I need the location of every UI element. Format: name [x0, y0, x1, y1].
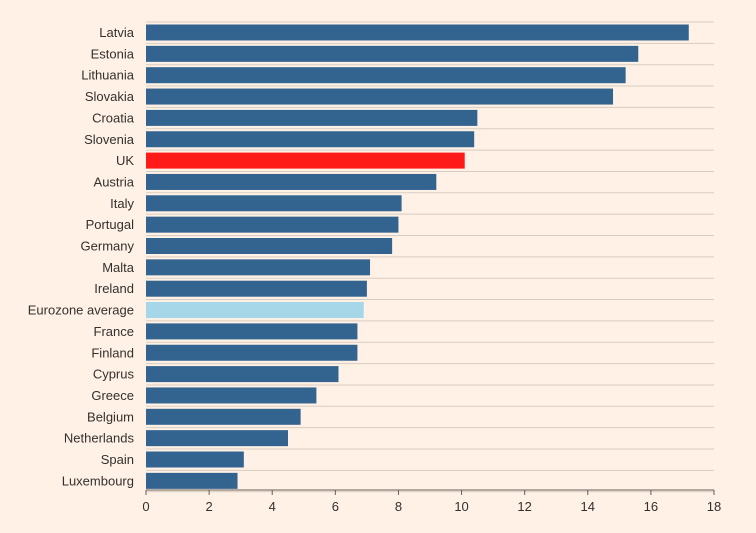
category-label: Spain — [101, 452, 134, 467]
gridlines — [146, 21, 714, 493]
bar — [146, 472, 238, 489]
category-label: Belgium — [87, 409, 134, 424]
category-label: Estonia — [91, 46, 135, 61]
category-label: Latvia — [99, 25, 134, 40]
bar — [146, 67, 626, 84]
category-label: Lithuania — [81, 68, 135, 83]
x-tick-label: 12 — [517, 499, 531, 514]
category-label: Slovenia — [84, 132, 135, 147]
category-label: Austria — [94, 174, 135, 189]
x-axis: 0 2 4 6 8 10 12 14 16 18 — [142, 489, 721, 514]
bar — [146, 195, 402, 212]
category-label: Portugal — [86, 217, 135, 232]
category-label: Eurozone average — [28, 303, 134, 318]
bar — [146, 88, 614, 105]
bar — [146, 152, 465, 169]
bar — [146, 430, 288, 447]
category-label: Slovakia — [85, 89, 135, 104]
category-label: Cyprus — [93, 367, 135, 382]
category-label: Ireland — [94, 281, 134, 296]
bar — [146, 109, 478, 126]
bar — [146, 408, 301, 425]
bar — [146, 216, 399, 233]
bar — [146, 259, 371, 276]
bar — [146, 24, 689, 41]
bar — [146, 366, 339, 383]
bar — [146, 451, 244, 468]
bar — [146, 173, 437, 190]
bar — [146, 131, 475, 148]
category-label: France — [94, 324, 134, 339]
category-label: Italy — [110, 196, 134, 211]
bar — [146, 238, 393, 254]
bar — [146, 323, 358, 340]
category-label: Netherlands — [64, 431, 135, 446]
x-tick-label: 6 — [332, 499, 339, 514]
bar — [146, 302, 364, 319]
x-tick-label: 10 — [454, 499, 468, 514]
category-label: UK — [116, 153, 134, 168]
category-label: Croatia — [92, 110, 135, 125]
x-tick-label: 8 — [395, 499, 402, 514]
bar — [146, 387, 317, 404]
x-tick-label: 2 — [205, 499, 212, 514]
category-label: Finland — [91, 345, 134, 360]
bar — [146, 280, 367, 297]
category-label: Luxembourg — [62, 473, 134, 488]
bar — [146, 344, 358, 361]
x-tick-label: 14 — [581, 499, 595, 514]
x-tick-label: 18 — [707, 499, 721, 514]
category-label: Greece — [91, 388, 134, 403]
category-label: Germany — [81, 239, 135, 254]
category-label: Malta — [102, 260, 135, 275]
category-labels: Latvia Estonia Lithuania Slovakia Croatia Slo… — [28, 25, 135, 488]
x-tick-label: 16 — [644, 499, 658, 514]
x-tick-label: 0 — [142, 499, 149, 514]
bar — [146, 45, 639, 62]
x-tick-label: 4 — [269, 499, 276, 514]
bars — [146, 24, 689, 489]
